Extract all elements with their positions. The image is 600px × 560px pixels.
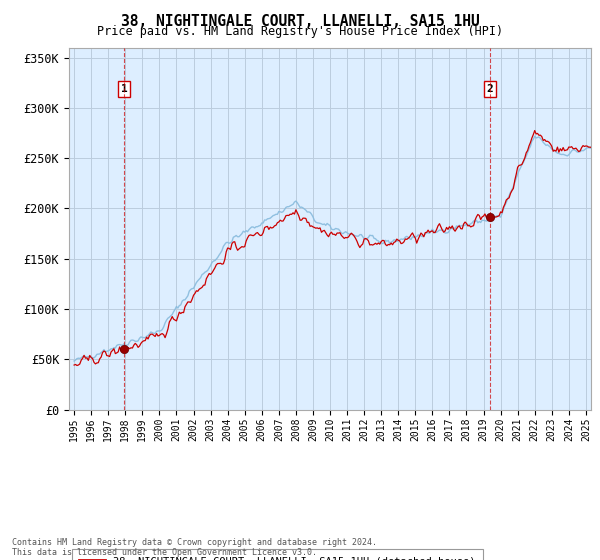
Legend: 38, NIGHTINGALE COURT, LLANELLI, SA15 1HU (detached house), HPI: Average price, : 38, NIGHTINGALE COURT, LLANELLI, SA15 1H…: [71, 549, 483, 560]
Text: 2: 2: [487, 84, 493, 94]
Text: Contains HM Land Registry data © Crown copyright and database right 2024.
This d: Contains HM Land Registry data © Crown c…: [12, 538, 377, 557]
Text: 38, NIGHTINGALE COURT, LLANELLI, SA15 1HU: 38, NIGHTINGALE COURT, LLANELLI, SA15 1H…: [121, 14, 479, 29]
Text: 1: 1: [121, 84, 127, 94]
Text: Price paid vs. HM Land Registry's House Price Index (HPI): Price paid vs. HM Land Registry's House …: [97, 25, 503, 38]
